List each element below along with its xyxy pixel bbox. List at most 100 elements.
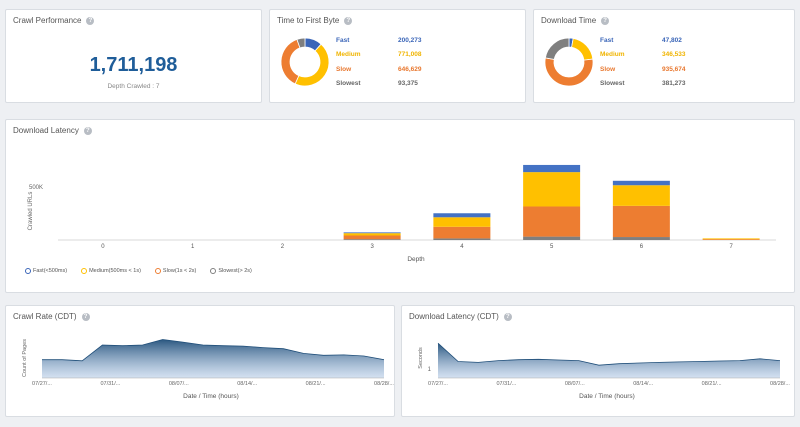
ttfb-row-medium: Medium 771,008 [336,48,448,63]
bar-x-tick-7: 7 [729,244,733,250]
depth-crawled-note: Depth Crawled : 7 [107,83,160,90]
ttfb-stats: Fast 200,273 Medium 771,008 Slow 646,629 Sl… [336,33,448,91]
legend-dot-medium [81,268,88,274]
bar-depth-6-fast[interactable] [612,180,670,186]
legend-item-medium[interactable]: Medium(500ms < 1s) [81,268,141,274]
help-icon[interactable]: ? [601,16,610,25]
download-time-title-text: Download Time [541,16,597,25]
bar-x-axis-label: Depth [407,256,425,263]
bar-x-tick-2: 2 [281,244,285,250]
bar-depth-7-slow[interactable] [702,239,760,240]
bar-depth-3-slowest[interactable] [343,239,401,240]
ttfb-slowest-value: 93,375 [398,80,418,88]
dt-slowest-value: 381,273 [662,80,686,88]
download-time-stats: Fast 47,802 Medium 346,533 Slow 935,674 Slo… [600,33,712,91]
ttfb-title-text: Time to First Byte [277,16,340,25]
bar-depth-5-fast[interactable] [523,164,581,173]
ttfb-slow-label: Slow [336,65,352,73]
ttfb-card: Time to First Byte? Fast 200,273 Medium 77… [269,9,526,103]
dt-slow-value: 935,674 [662,65,686,73]
dt-medium-label: Medium [600,51,625,59]
bar-depth-7-medium[interactable] [702,238,760,240]
download-latency-cdt-area-chart[interactable]: Seconds 1 07/27/... 07/31/... 08/07/... 08/… [402,306,796,418]
ttfb-slowest-label: Slowest [336,80,361,88]
bar-depth-5-slow[interactable] [523,206,581,237]
bar-depth-6-slowest[interactable] [612,237,670,240]
crawl-rate-x-tick: 08/21/... [306,381,326,387]
download-latency-title: Download Latency? [13,126,92,135]
download-latency-cdt-title-text: Download Latency (CDT) [409,312,499,321]
ttfb-donut-chart[interactable] [279,36,331,88]
legend-label-slow: Slow(1s < 2s) [162,268,197,274]
bar-depth-4-slow[interactable] [433,226,491,239]
crawl-performance-title: Crawl Performance? [13,16,95,25]
crawl-rate-x-tick: 07/31/... [100,381,120,387]
help-icon[interactable]: ? [81,312,90,321]
crawl-rate-area-fill [42,339,384,378]
legend-label-fast: Fast(<500ms) [33,268,68,274]
download-time-slice-medium[interactable] [571,37,594,61]
download-time-title: Download Time? [541,16,610,25]
ttfb-medium-label: Medium [336,51,361,59]
ttfb-slice-medium[interactable] [294,43,330,87]
crawl-rate-series [42,339,385,379]
latency-cdt-x-tick: 08/14/... [633,381,653,387]
legend-dot-fast [25,268,31,274]
bar-depth-3-medium[interactable] [343,233,401,236]
bar-depth-5-medium[interactable] [523,172,581,207]
crawl-rate-x-axis-label: Date / Time (hours) [183,393,239,400]
download-latency-bar-chart[interactable]: Crawled URLs 500K 0 1 2 3 4 5 6 7 Depth [6,120,796,294]
ttfb-medium-value: 771,008 [398,51,422,59]
legend-item-fast[interactable]: Fast(<500ms) [25,268,67,274]
help-icon[interactable]: ? [83,126,92,135]
crawl-rate-x-tick: 08/14/... [237,381,257,387]
dt-row-slowest: Slowest 381,273 [600,77,712,92]
bar-depth-3-fast[interactable] [343,232,401,234]
help-icon[interactable]: ? [344,16,353,25]
download-latency-card: Download Latency? Crawled URLs 500K 0 1 2 3… [5,119,795,293]
dt-row-medium: Medium 346,533 [600,48,712,63]
download-time-donut-chart[interactable] [543,36,595,88]
latency-cdt-x-ticks: 07/27/... 07/31/... 08/07/... 08/14/... 08/2… [428,381,790,387]
ttfb-fast-label: Fast [336,36,350,44]
bar-depth-3-slow[interactable] [343,235,401,240]
bar-x-ticks: 0 1 2 3 4 5 6 7 [101,244,733,250]
help-icon[interactable]: ? [503,312,512,321]
dt-fast-value: 47,802 [662,36,682,44]
bar-depth-5-slowest[interactable] [523,236,581,240]
crawl-performance-card: Crawl Performance? 1,711,198 Depth Crawl… [5,9,262,103]
bar-depth-4-fast[interactable] [433,213,491,218]
bar-depth-4-medium[interactable] [433,217,491,227]
download-latency-title-text: Download Latency [13,126,79,135]
bar-depth-6-medium[interactable] [612,185,670,206]
download-time-card: Download Time? Fast 47,802 Medium 346,533 … [533,9,795,103]
legend-item-slow[interactable]: Slow(1s < 2s) [154,268,197,274]
ttfb-slow-value: 646,629 [398,65,422,73]
bar-legend: Fast(<500ms) Medium(500ms < 1s) Slow(1s … [25,268,252,274]
total-crawled-value: 1,711,198 [89,54,178,76]
crawl-rate-x-tick: 07/27/... [32,381,52,387]
ttfb-row-slow: Slow 646,629 [336,62,448,77]
crawl-rate-area-chart[interactable]: Count of Pages 07/27/... 07/31/... 08/07/.… [6,306,396,418]
latency-cdt-y-axis-label: Seconds [418,347,424,369]
legend-item-slowest[interactable]: Slowest(> 2s) [210,268,252,274]
dt-row-slow: Slow 935,674 [600,62,712,77]
bar-x-tick-4: 4 [460,244,464,250]
latency-cdt-x-tick: 08/28/... [770,381,790,387]
download-latency-cdt-card: Download Latency (CDT)? Seconds 1 07/27/… [401,305,795,417]
help-icon[interactable]: ? [86,16,95,25]
download-latency-cdt-title: Download Latency (CDT)? [409,312,512,321]
download-time-slice-slowest[interactable] [544,37,570,60]
bar-depth-6-slow[interactable] [612,205,670,238]
crawl-rate-title-text: Crawl Rate (CDT) [13,312,77,321]
download-time-slice-slow[interactable] [544,57,594,87]
bar-x-tick-0: 0 [101,244,105,250]
ttfb-slice-slowest[interactable] [296,37,306,49]
legend-dot-slowest [210,268,217,274]
bar-y-axis-label: Crawled URLs [28,192,34,231]
dt-fast-label: Fast [600,36,614,44]
crawl-rate-card: Crawl Rate (CDT)? Count of Pages 07/27/.… [5,305,395,417]
crawl-rate-title: Crawl Rate (CDT)? [13,312,90,321]
ttfb-slice-slow[interactable] [280,38,301,85]
bar-depth-4-slowest[interactable] [433,238,491,240]
